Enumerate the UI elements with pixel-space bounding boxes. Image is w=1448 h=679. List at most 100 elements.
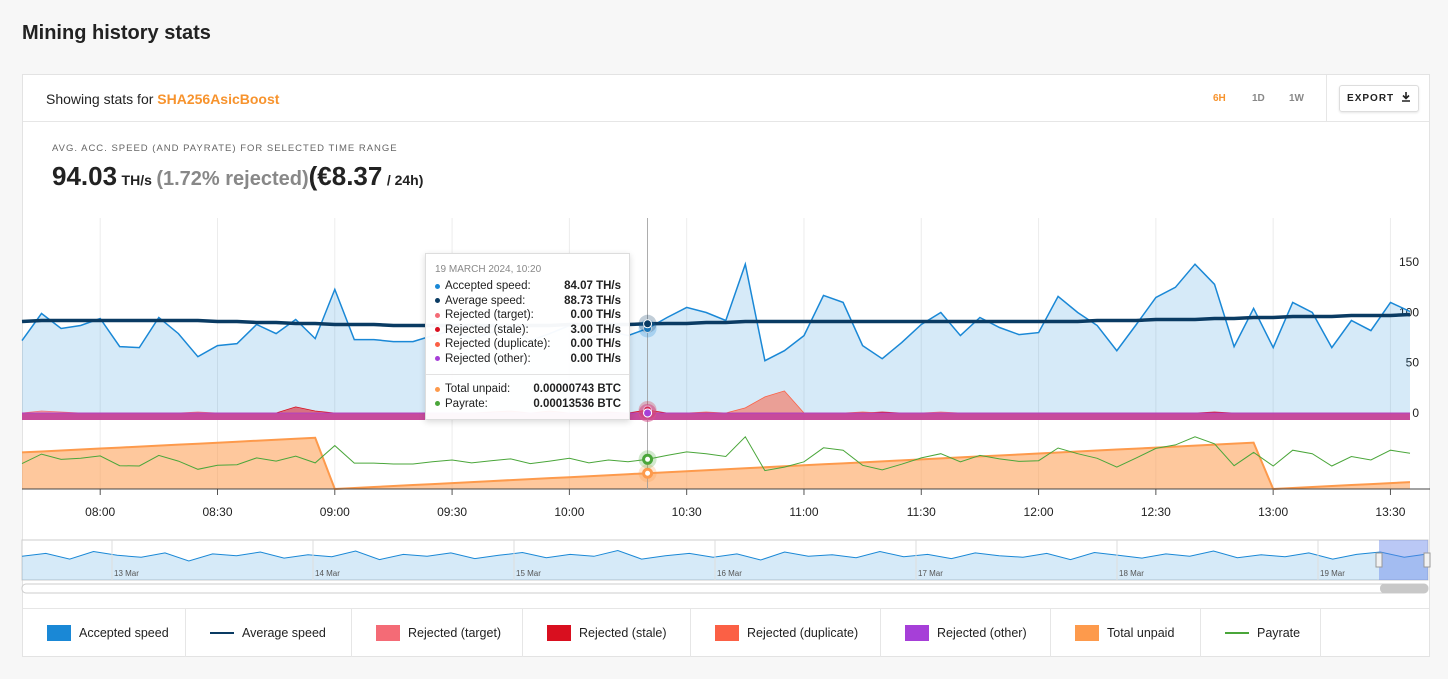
area	[22, 437, 1410, 489]
tooltip-dot	[435, 356, 440, 362]
tooltip-name-wrap: Payrate:	[435, 398, 488, 410]
tooltip-name: Payrate:	[445, 397, 488, 410]
legend-label: Rejected (duplicate)	[747, 626, 859, 640]
area	[22, 413, 1410, 420]
tooltip-value: 0.00 TH/s	[570, 338, 622, 351]
legend-item[interactable]: Rejected (target)	[352, 609, 523, 657]
navigator-label: 19 Mar	[1320, 569, 1345, 578]
tooltip-dot	[435, 283, 440, 289]
tooltip-value: 84.07 TH/s	[564, 280, 621, 293]
tooltip-name-wrap: Accepted speed:	[435, 280, 531, 292]
legend-item[interactable]: Rejected (stale)	[523, 609, 691, 657]
legend-swatch	[547, 625, 571, 641]
scrollbar-track	[21, 583, 1429, 594]
legend-label: Rejected (stale)	[579, 626, 667, 640]
tooltip-name: Accepted speed:	[445, 280, 531, 293]
tooltip-value: 0.00000743 BTC	[533, 383, 621, 396]
legend-line	[210, 632, 234, 634]
export-label: EXPORT	[1347, 93, 1395, 104]
navigator-frame	[21, 539, 1429, 581]
tooltip-name-wrap: Rejected (other):	[435, 353, 531, 365]
line	[21, 312, 1411, 328]
x-tick-label: 11:30	[907, 505, 936, 519]
legend-label: Accepted speed	[79, 626, 169, 640]
legend-label: Average speed	[242, 626, 326, 640]
x-tick-label: 12:30	[1141, 505, 1171, 519]
tooltip-dot	[435, 401, 440, 407]
prefix: Showing stats for	[46, 91, 154, 107]
navigator-selection[interactable]	[1379, 540, 1428, 580]
legend-item[interactable]: Average speed	[186, 609, 352, 657]
legend-swatch	[47, 625, 71, 641]
hover-marker	[642, 467, 654, 479]
stats-for: Showing stats for SHA256AsicBoost	[46, 91, 279, 107]
legend: Accepted speed Average speed Rejected (tar…	[23, 608, 1429, 657]
tooltip-separator	[426, 374, 629, 375]
legend-swatch	[376, 625, 400, 641]
tooltip-dot	[435, 341, 440, 347]
hover-marker	[642, 453, 654, 465]
tooltip-row: Payrate: 0.00013536 BTC	[435, 397, 621, 412]
x-tick-label: 13:30	[1375, 505, 1405, 519]
tab-6h[interactable]: 6H	[1213, 93, 1226, 104]
speed-unit: TH/s	[121, 172, 152, 188]
page-title: Mining history stats	[22, 22, 211, 44]
x-tick-label: 08:00	[85, 505, 115, 519]
tooltip-title: 19 MARCH 2024, 10:20	[435, 264, 542, 275]
legend-item[interactable]: Rejected (other)	[881, 609, 1051, 657]
legend-item[interactable]: Payrate	[1201, 609, 1321, 657]
y-tick-label: 150	[1399, 255, 1419, 269]
card-header: Showing stats for SHA256AsicBoost 6H 1D …	[23, 75, 1429, 122]
algorithm[interactable]: SHA256AsicBoost	[157, 91, 280, 107]
tooltip-row: Rejected (duplicate): 0.00 TH/s	[435, 337, 621, 352]
hover-marker	[643, 408, 653, 418]
tooltip-dot	[435, 386, 440, 392]
navigator-handle[interactable]	[1423, 552, 1431, 568]
legend-label: Total unpaid	[1107, 626, 1175, 640]
navigator-label: 17 Mar	[918, 569, 943, 578]
divider	[1326, 75, 1327, 121]
scrollbar-thumb[interactable]	[1380, 584, 1428, 593]
tooltip-row: Total unpaid: 0.00000743 BTC	[435, 382, 621, 397]
tooltip-name-wrap: Average speed:	[435, 295, 525, 307]
x-tick-label: 10:00	[554, 505, 584, 519]
tooltip-name: Total unpaid:	[445, 383, 511, 396]
summary-label: AVG. ACC. SPEED (AND PAYRATE) FOR SELECT…	[52, 143, 398, 154]
area	[22, 264, 1410, 420]
hover-marker	[643, 319, 653, 329]
legend-swatch	[715, 625, 739, 641]
rejected-share: (1.72% rejected)	[156, 168, 309, 190]
tooltip-name-wrap: Rejected (target):	[435, 309, 534, 321]
avg-speed: 94.03	[52, 161, 118, 191]
navigator-handle[interactable]	[1375, 552, 1383, 568]
tooltip-value: 0.00 TH/s	[570, 309, 622, 322]
tooltip-row: Rejected (target): 0.00 TH/s	[435, 308, 621, 323]
tooltip-row: Rejected (other): 0.00 TH/s	[435, 352, 621, 367]
tooltip-name-wrap: Total unpaid:	[435, 383, 510, 395]
tooltip-name: Rejected (target):	[445, 309, 534, 322]
download-icon	[1401, 92, 1410, 102]
x-tick-label: 08:30	[202, 505, 232, 519]
tooltip-value: 0.00013536 BTC	[533, 397, 621, 410]
payrate: (€8.37	[308, 161, 383, 191]
navigator-label: 16 Mar	[717, 569, 742, 578]
tooltip-dot	[435, 298, 440, 304]
legend-item[interactable]: Accepted speed	[23, 609, 186, 657]
x-tick-label: 10:30	[672, 505, 702, 519]
legend-item[interactable]: Total unpaid	[1051, 609, 1201, 657]
tooltip-name-wrap: Rejected (duplicate):	[435, 338, 550, 350]
navigator-line	[21, 549, 1429, 562]
area-line	[21, 436, 1411, 491]
export-button[interactable]: EXPORT	[1339, 85, 1419, 112]
tab-1d[interactable]: 1D	[1252, 93, 1265, 104]
tooltip-name: Average speed:	[445, 294, 526, 307]
x-tick-label: 13:00	[1258, 505, 1288, 519]
tooltip-name-wrap: Rejected (stale):	[435, 324, 529, 336]
navigator-label: 13 Mar	[114, 569, 139, 578]
legend-item[interactable]: Rejected (duplicate)	[691, 609, 881, 657]
tab-1w[interactable]: 1W	[1289, 93, 1304, 104]
tooltip-row: Accepted speed: 84.07 TH/s	[435, 279, 621, 294]
legend-swatch	[905, 625, 929, 641]
tooltip-value: 0.00 TH/s	[570, 352, 622, 365]
